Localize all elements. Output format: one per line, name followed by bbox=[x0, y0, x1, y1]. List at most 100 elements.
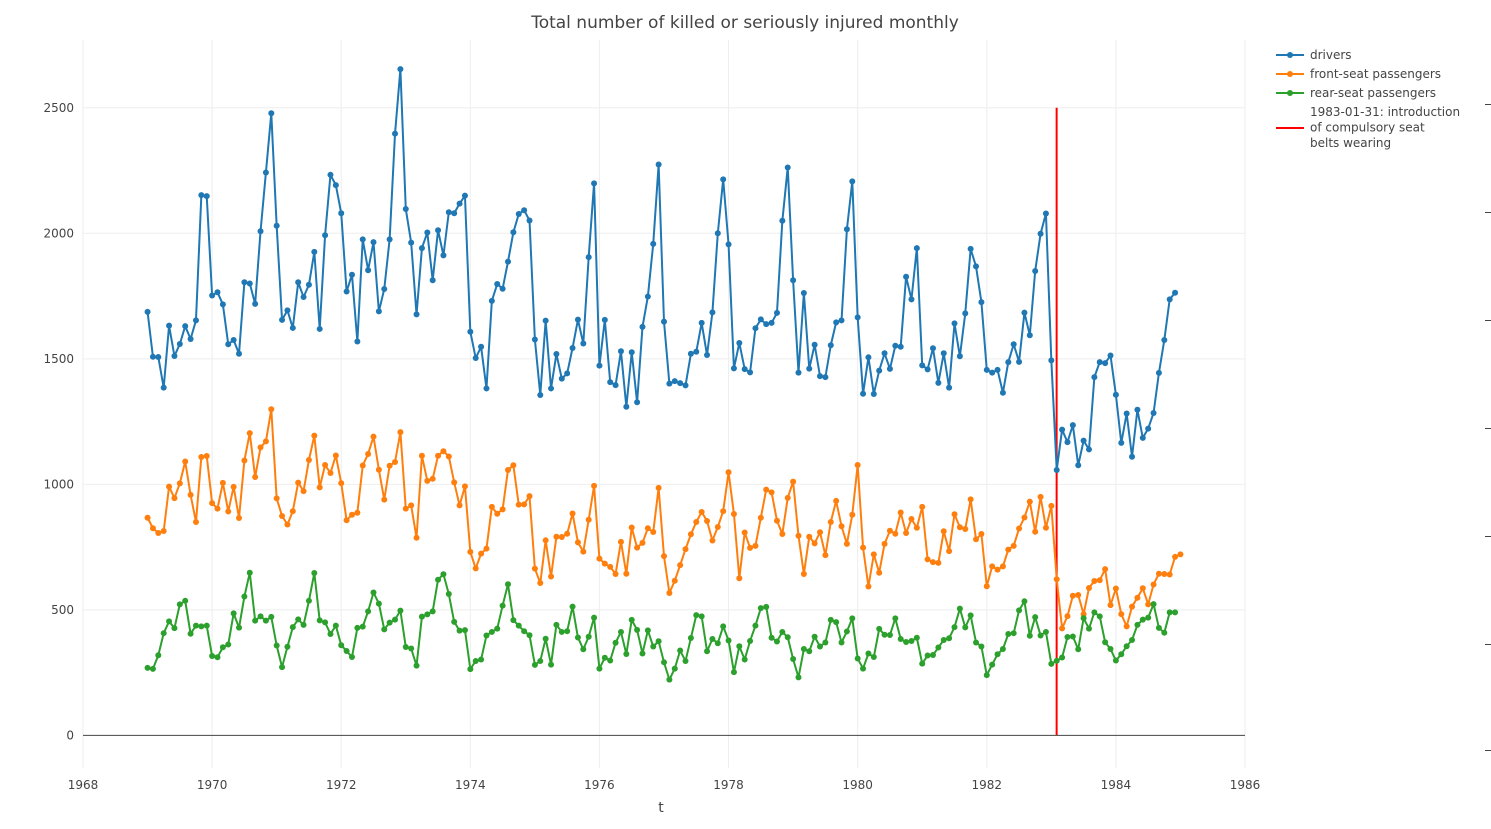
data-point bbox=[504, 467, 511, 474]
data-point bbox=[1112, 657, 1119, 664]
data-point bbox=[946, 635, 953, 642]
data-point bbox=[596, 362, 603, 369]
data-point bbox=[558, 534, 565, 541]
data-point bbox=[1069, 633, 1076, 640]
data-point bbox=[1042, 524, 1049, 531]
data-point bbox=[833, 619, 840, 626]
data-point bbox=[693, 518, 700, 525]
data-point bbox=[913, 245, 920, 252]
data-point bbox=[564, 530, 571, 537]
data-point bbox=[817, 373, 824, 380]
data-point bbox=[924, 366, 931, 373]
right-edge-tick bbox=[1485, 212, 1491, 213]
data-point bbox=[838, 523, 845, 530]
data-point bbox=[714, 640, 721, 647]
data-point bbox=[1134, 594, 1141, 601]
data-point bbox=[827, 342, 834, 349]
data-point bbox=[429, 475, 436, 482]
data-point bbox=[655, 638, 662, 645]
data-point bbox=[1096, 613, 1103, 620]
data-point bbox=[418, 613, 425, 620]
data-point bbox=[451, 618, 458, 625]
data-point bbox=[246, 280, 253, 287]
data-point bbox=[499, 602, 506, 609]
data-point bbox=[187, 335, 194, 342]
legend-marker bbox=[1287, 71, 1293, 77]
data-point bbox=[429, 608, 436, 615]
data-point bbox=[973, 263, 980, 270]
data-point bbox=[348, 271, 355, 278]
data-point bbox=[279, 512, 286, 519]
data-point bbox=[617, 348, 624, 355]
data-point bbox=[811, 540, 818, 547]
data-point bbox=[639, 539, 646, 546]
data-point bbox=[1096, 359, 1103, 366]
data-point bbox=[704, 648, 711, 655]
data-point bbox=[849, 615, 856, 622]
legend-item[interactable]: drivers bbox=[1276, 48, 1352, 62]
data-point bbox=[558, 375, 565, 382]
data-point bbox=[704, 352, 711, 359]
data-point bbox=[833, 497, 840, 504]
data-point bbox=[327, 171, 334, 178]
data-point bbox=[451, 479, 458, 486]
data-point bbox=[795, 674, 802, 681]
data-point bbox=[768, 489, 775, 496]
data-point bbox=[1026, 632, 1033, 639]
legend-item[interactable]: front-seat passengers bbox=[1276, 67, 1441, 81]
data-point bbox=[784, 634, 791, 641]
data-point bbox=[989, 369, 996, 376]
legend[interactable]: drivers front-seat passengers rear-seat pa… bbox=[1276, 48, 1460, 150]
data-point bbox=[467, 548, 474, 555]
legend-item[interactable]: rear-seat passengers bbox=[1276, 86, 1436, 100]
data-point bbox=[903, 530, 910, 537]
data-point bbox=[585, 516, 592, 523]
data-point bbox=[677, 562, 684, 569]
data-point bbox=[752, 325, 759, 332]
data-point bbox=[795, 532, 802, 539]
data-point bbox=[634, 544, 641, 551]
data-point bbox=[456, 200, 463, 207]
data-point bbox=[381, 496, 388, 503]
data-point bbox=[827, 518, 834, 525]
data-point bbox=[1042, 628, 1049, 635]
data-point bbox=[999, 646, 1006, 653]
data-point bbox=[289, 324, 296, 331]
data-point bbox=[628, 349, 635, 356]
data-point bbox=[392, 458, 399, 465]
series-front-seat-passengers bbox=[144, 406, 1184, 632]
data-point bbox=[483, 632, 490, 639]
data-point bbox=[854, 655, 861, 662]
data-point bbox=[338, 642, 345, 649]
data-point bbox=[144, 514, 151, 521]
data-point bbox=[424, 229, 431, 236]
data-point bbox=[246, 569, 253, 576]
data-point bbox=[558, 628, 565, 635]
data-point bbox=[435, 227, 442, 234]
data-point bbox=[994, 651, 1001, 658]
data-point bbox=[999, 389, 1006, 396]
data-point bbox=[488, 628, 495, 635]
data-point bbox=[811, 633, 818, 640]
data-point bbox=[548, 661, 555, 668]
legend-item-vline[interactable]: 1983-01-31: introduction of compulsory se… bbox=[1276, 105, 1460, 150]
data-point bbox=[849, 178, 856, 185]
data-point bbox=[1161, 570, 1168, 577]
data-point bbox=[956, 605, 963, 612]
data-point bbox=[402, 205, 409, 212]
y-tick-label: 2500 bbox=[43, 101, 74, 115]
data-point bbox=[585, 633, 592, 640]
data-point bbox=[327, 470, 334, 477]
data-point bbox=[1069, 422, 1076, 429]
data-point bbox=[580, 340, 587, 347]
x-tick-label: 1972 bbox=[326, 778, 357, 792]
data-point bbox=[322, 462, 329, 468]
data-point bbox=[1010, 341, 1017, 348]
data-point bbox=[284, 643, 291, 650]
data-point bbox=[698, 613, 705, 620]
data-point bbox=[311, 432, 318, 439]
data-point bbox=[865, 583, 872, 590]
data-point bbox=[1102, 360, 1109, 367]
data-point bbox=[1155, 570, 1162, 577]
data-point bbox=[203, 193, 210, 200]
